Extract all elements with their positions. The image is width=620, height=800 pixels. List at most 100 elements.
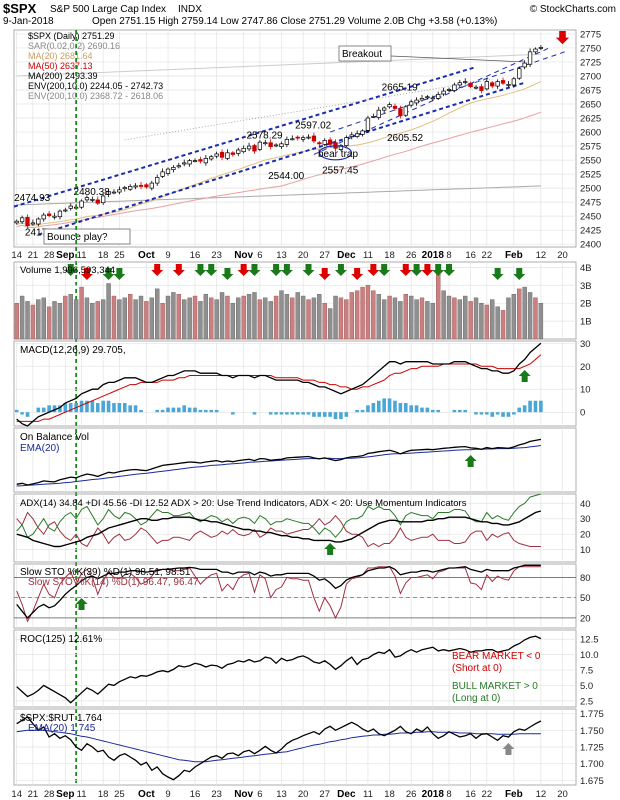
volume-bar — [273, 295, 279, 340]
volume-bar — [52, 301, 57, 340]
y-tick-label: 2550 — [580, 156, 601, 167]
macd-histogram-bar — [512, 412, 516, 415]
buy-arrow-icon — [378, 264, 391, 276]
volume-bar — [333, 295, 338, 340]
x-tick-label: 14 — [11, 250, 22, 261]
volume-bar — [279, 290, 284, 340]
x-tick-label: 13 — [276, 250, 287, 261]
y-tick-label: 20 — [580, 613, 591, 624]
candle-body — [230, 152, 236, 155]
macd-histogram-bar — [279, 412, 284, 415]
x-tick-label: 12 — [536, 250, 547, 261]
candle-body — [111, 191, 117, 194]
volume-bar — [165, 295, 171, 340]
candle-body — [138, 184, 144, 187]
volume-bar — [522, 286, 527, 340]
macd-histogram-bar — [490, 412, 495, 417]
y-tick-label: 1.750 — [580, 726, 604, 737]
volume-bar — [408, 295, 414, 340]
candle-body — [25, 216, 30, 227]
volume-bar — [338, 297, 344, 340]
roc-note: BEAR MARKET < 0 — [452, 651, 541, 662]
macd-histogram-bar — [387, 398, 392, 413]
macd-histogram-bar — [485, 412, 489, 415]
volume-bar — [138, 295, 144, 340]
candle-body — [371, 116, 376, 118]
buy-arrow-icon — [194, 264, 207, 276]
adx-panel: 10 20 30 40 ADX(14) 34.84 +DI 45.56 -DI 12.5… — [13, 493, 591, 563]
lower-trendline — [38, 81, 525, 236]
x-axis-top: 14 21 28 Sep 11 18 25 Oct 9 16 23 Nov 6 13 20 27 Dec 11 18… — [11, 250, 567, 261]
legend-entry: MA(20) 2681.64 — [28, 51, 93, 61]
candle-body — [495, 81, 500, 87]
volume-bar — [57, 302, 63, 340]
buy-arrow-icon — [270, 264, 283, 276]
buy-arrow-icon — [334, 264, 347, 276]
macd-histogram-bar — [409, 405, 413, 413]
exchange-label: INDX — [178, 4, 202, 15]
candle-body — [327, 139, 333, 145]
sell-arrow-icon — [80, 268, 93, 280]
volume-bar — [484, 304, 490, 340]
volume-bar — [306, 299, 311, 340]
volume-bar — [419, 297, 425, 340]
y-tick-label: 2675 — [580, 85, 601, 96]
candle-body — [90, 198, 95, 201]
volume-bar — [490, 299, 495, 340]
candle-body — [52, 215, 57, 218]
ratio-legend: EMA(20) 1.745 — [28, 723, 96, 734]
x-tick-label: 6 — [257, 789, 262, 800]
candle-body — [436, 94, 441, 99]
volume-bar — [381, 299, 387, 340]
legend-entry: MA(200) 2493.39 — [28, 71, 98, 81]
y-tick-label: 2525 — [580, 170, 601, 181]
volume-bar — [506, 297, 511, 340]
candle-body — [241, 147, 246, 153]
x-tick-label: 13 — [276, 789, 287, 800]
x-tick-label: 20 — [298, 789, 309, 800]
y-tick-label: 5.0 — [580, 681, 593, 692]
brand-label: © StockCharts.com — [530, 4, 616, 15]
candle-body — [192, 160, 198, 162]
volume-bar — [46, 306, 52, 340]
up-arrow-icon — [518, 370, 531, 382]
ratio-line — [16, 716, 542, 781]
index-name: S&P 500 Large Cap Index — [50, 4, 166, 15]
candle-body — [30, 222, 36, 225]
volume-bar — [495, 306, 500, 340]
macd-histogram-bar — [376, 400, 381, 413]
macd-histogram-bar — [274, 412, 278, 415]
volume-bar — [538, 302, 544, 340]
macd-histogram-bar — [366, 405, 370, 413]
sto-panel-frame — [13, 563, 577, 629]
macd-histogram-bar — [231, 412, 235, 415]
sell-arrow-icon — [421, 264, 434, 276]
roc-note: (Long at 0) — [452, 693, 500, 704]
volume-bar — [403, 294, 408, 340]
candle-body — [322, 140, 327, 145]
annotation-box — [43, 228, 131, 245]
buy-arrow-icon — [410, 264, 423, 276]
candle-body — [468, 82, 473, 87]
volume-bar — [263, 297, 268, 340]
quote-date: 9-Jan-2018 — [3, 16, 54, 27]
x-tick-label: 28 — [44, 250, 55, 261]
macd-histogram-bar — [393, 400, 397, 413]
y-tick-label: 2725 — [580, 57, 601, 68]
volume-bar — [284, 294, 290, 340]
upper-trendline — [13, 66, 477, 208]
candle-body — [522, 62, 527, 68]
candle-body — [209, 156, 214, 160]
macd-histogram-bar — [177, 407, 181, 413]
macd-histogram-bar — [193, 407, 197, 413]
macd-histogram-bar — [214, 409, 219, 413]
breakout-annotation: Breakout — [342, 49, 382, 60]
macd-histogram-bar — [47, 405, 51, 413]
volume-bar — [160, 302, 165, 340]
volume-bar — [225, 295, 230, 340]
volume-bar — [533, 297, 538, 340]
candle-body — [106, 191, 111, 195]
y-tick-label: 2450 — [580, 212, 601, 223]
legend-entry: $SPX (Daily) 2751.29 — [28, 31, 115, 41]
